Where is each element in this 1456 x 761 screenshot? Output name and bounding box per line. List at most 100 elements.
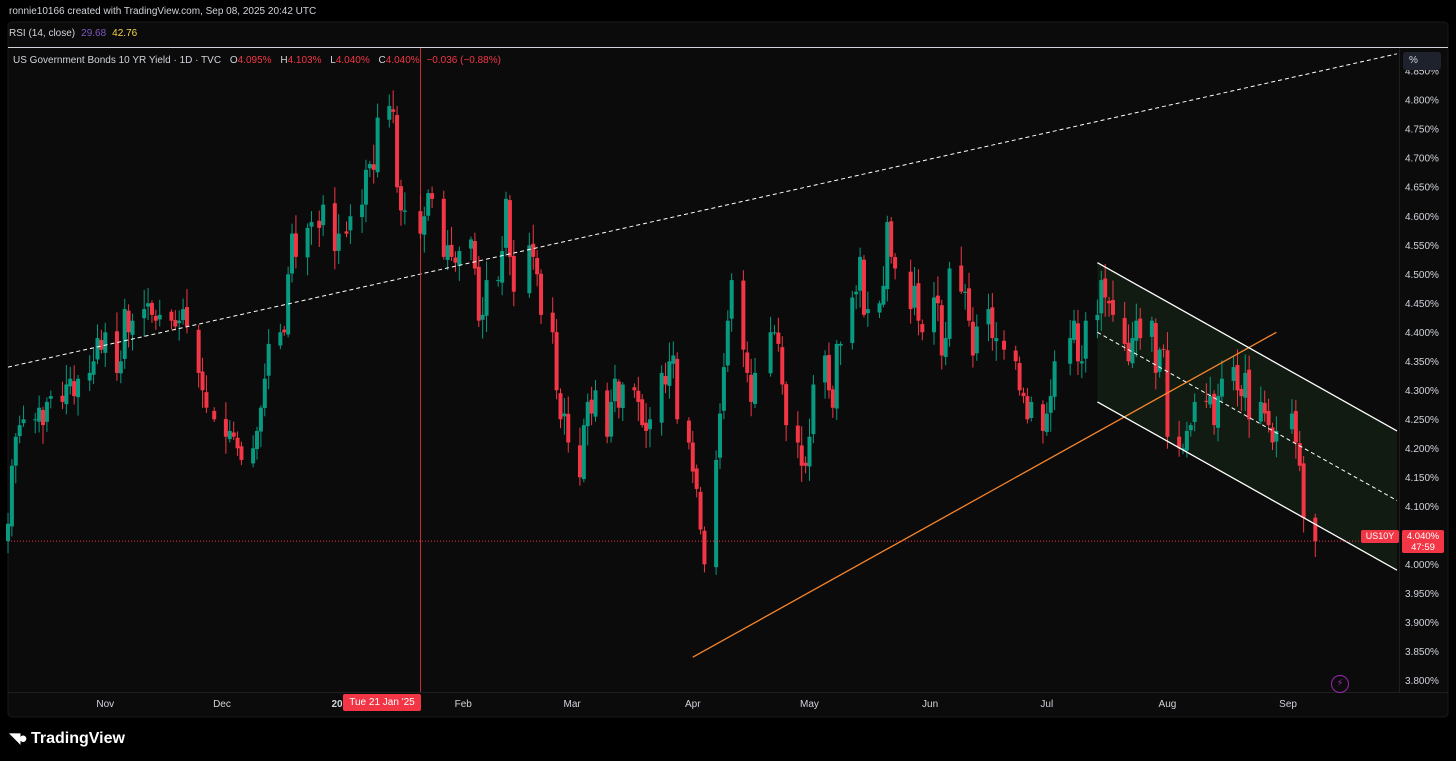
crosshair-date-label: Tue 21 Jan '25	[343, 694, 421, 711]
candle	[255, 426, 260, 460]
rsi-indicator-legend[interactable]: RSI (14, close) 29.68 42.76	[9, 28, 137, 39]
candle	[1219, 360, 1224, 402]
y-tick-label: 4.850%	[1405, 67, 1439, 78]
candle	[686, 417, 691, 450]
candle	[986, 293, 991, 342]
candle	[718, 403, 723, 470]
candle	[1126, 324, 1131, 366]
candle	[9, 459, 14, 537]
rsi-value-2: 42.76	[112, 28, 138, 39]
candle	[527, 232, 532, 298]
y-tick-label: 4.750%	[1405, 125, 1439, 136]
candle	[363, 159, 368, 223]
candle	[445, 230, 450, 271]
candle	[1177, 421, 1182, 457]
symbol-price-tag: US10Y	[1361, 530, 1399, 543]
trendline-support[interactable]	[692, 331, 1277, 658]
candle	[616, 379, 621, 419]
candle	[589, 386, 594, 426]
percent-scale-button[interactable]: %	[1403, 52, 1441, 70]
candle	[1258, 386, 1263, 425]
y-tick-label: 4.000%	[1405, 560, 1439, 571]
candle	[348, 204, 353, 245]
y-tick-label: 4.450%	[1405, 299, 1439, 310]
candle	[344, 221, 349, 238]
candle	[912, 267, 917, 316]
rsi-label: RSI (14, close)	[9, 28, 76, 39]
candle	[177, 310, 182, 341]
candle	[449, 226, 454, 262]
candle	[823, 350, 828, 399]
candle	[1208, 376, 1213, 409]
candle	[632, 383, 637, 398]
trendline-dashed-resistance[interactable]	[7, 53, 1398, 368]
trendline-channel-mid[interactable]	[1097, 331, 1398, 501]
candle	[741, 270, 746, 368]
candle	[153, 309, 158, 330]
candle	[1075, 309, 1080, 376]
candle	[235, 431, 240, 456]
trendline-channel-upper[interactable]	[1097, 262, 1398, 432]
candle	[1153, 318, 1158, 390]
candle	[834, 339, 839, 420]
x-tick-label: Jul	[1040, 699, 1053, 710]
candle	[702, 526, 707, 573]
candle	[698, 487, 703, 535]
candle	[858, 247, 863, 308]
candle	[149, 300, 154, 323]
candle	[1297, 430, 1302, 472]
change-value: −0.036 (−0.88%)	[426, 55, 501, 66]
candle	[776, 317, 781, 352]
candle	[227, 419, 232, 443]
candle	[146, 287, 151, 321]
trendline-channel-lower[interactable]	[1097, 401, 1398, 571]
candle	[278, 323, 283, 350]
candle	[943, 321, 948, 366]
candle	[13, 433, 18, 484]
candle	[1293, 399, 1298, 459]
candle	[1204, 383, 1209, 409]
candle	[157, 299, 162, 327]
candle	[251, 435, 256, 468]
candle	[142, 289, 147, 337]
candle	[585, 393, 590, 446]
candle	[647, 407, 652, 448]
candle	[422, 206, 427, 253]
created-by-text: ronnie10166 created with TradingView.com…	[9, 6, 317, 17]
y-tick-label: 4.100%	[1405, 502, 1439, 513]
candle	[714, 450, 719, 575]
candle	[916, 269, 921, 336]
x-tick-label: Jun	[922, 699, 938, 710]
y-tick-label: 4.550%	[1405, 241, 1439, 252]
candle	[332, 187, 337, 270]
candle	[64, 365, 69, 415]
y-tick-label: 3.850%	[1405, 647, 1439, 658]
last-price-value: 4.040%	[1406, 531, 1440, 542]
candle	[457, 246, 462, 281]
candle	[963, 283, 968, 310]
x-tick-label: Feb	[455, 699, 473, 710]
x-tick-label: Aug	[1159, 699, 1177, 710]
lightning-icon[interactable]: ⚡	[1331, 675, 1349, 693]
bar-countdown: 47:59	[1411, 542, 1435, 553]
candle	[558, 388, 563, 429]
candle	[169, 309, 174, 330]
candle	[881, 266, 886, 308]
candle	[453, 251, 458, 272]
tradingview-logo[interactable]: ◥● TradingView	[9, 729, 125, 748]
candle	[336, 214, 341, 265]
candle	[877, 300, 882, 319]
candle	[305, 223, 310, 276]
candle	[114, 312, 119, 381]
y-tick-label: 3.800%	[1405, 676, 1439, 687]
candle	[72, 365, 77, 405]
candle	[496, 276, 501, 287]
candle	[258, 405, 263, 447]
candle	[321, 195, 326, 237]
candle	[803, 456, 808, 474]
candle	[593, 379, 598, 422]
symbol-legend[interactable]: US Government Bonds 10 YR Yield · 1D · T…	[13, 55, 501, 66]
high-label: H	[280, 55, 288, 66]
candle	[426, 189, 431, 221]
